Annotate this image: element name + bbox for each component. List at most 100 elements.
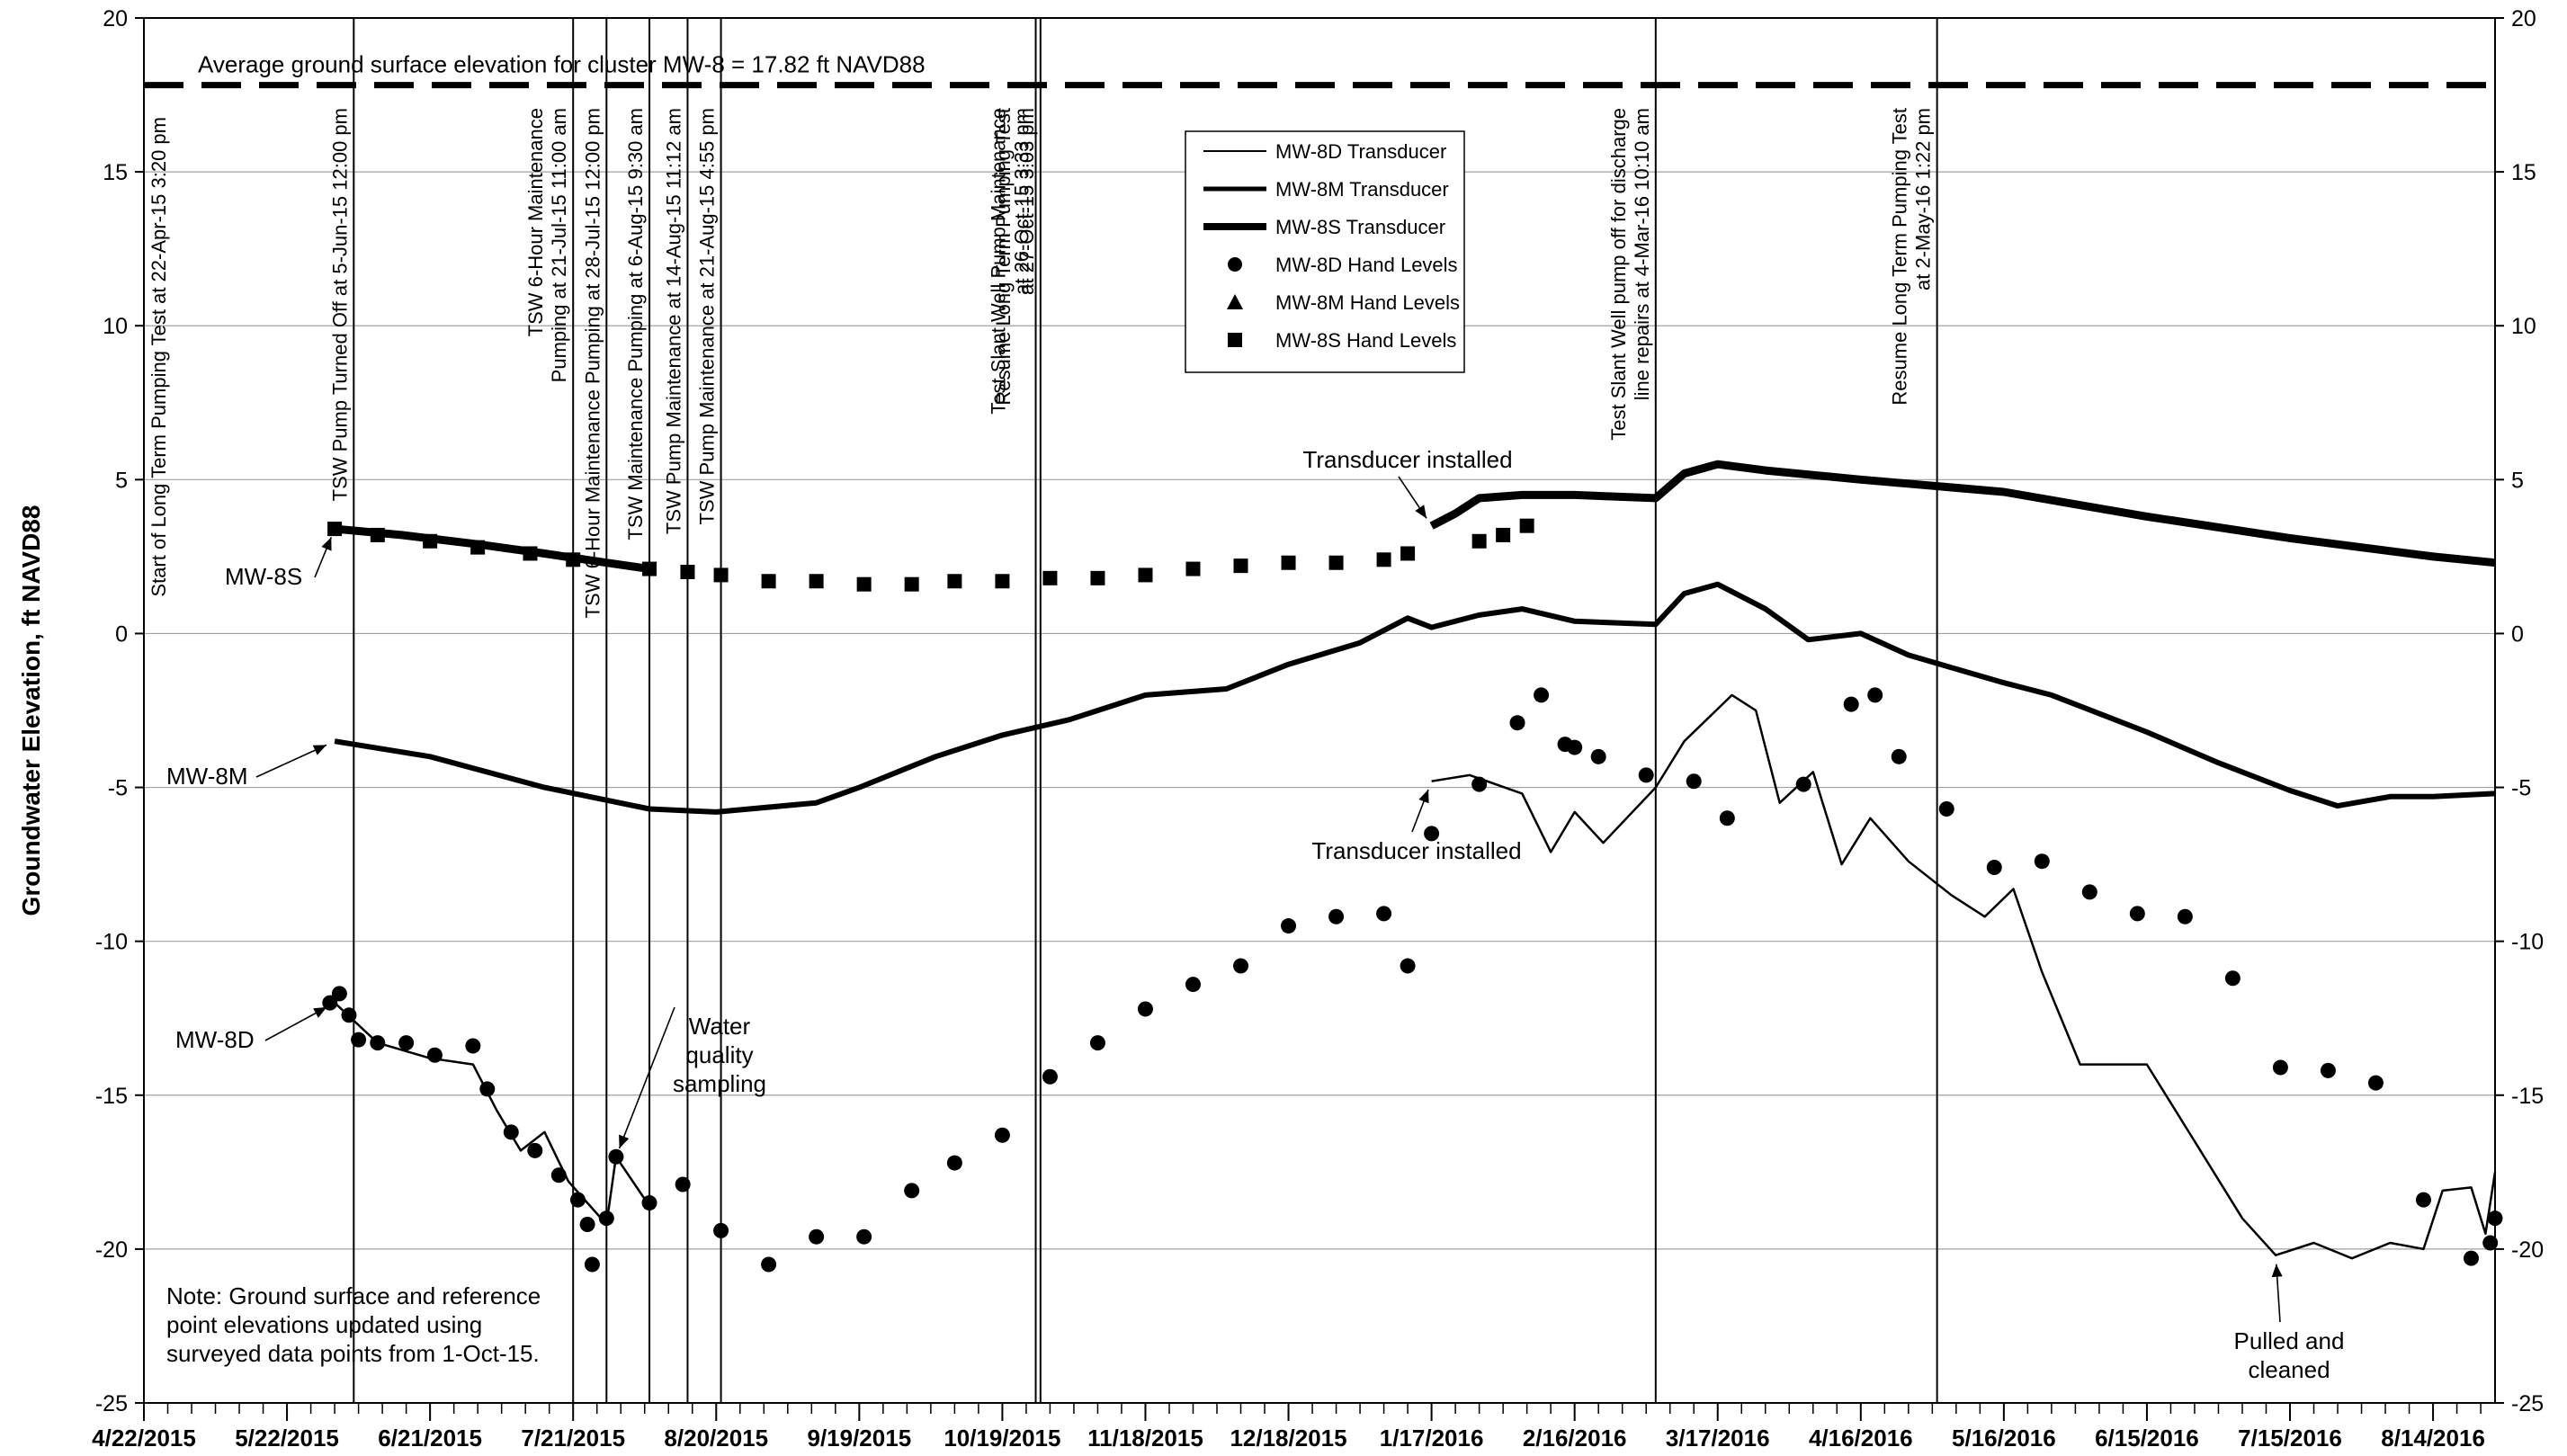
data-point-circle bbox=[2415, 1192, 2431, 1208]
legend-label: MW-8M Hand Levels bbox=[1275, 291, 1460, 314]
x-tick-label: 12/18/2015 bbox=[1230, 1425, 1346, 1452]
y-tick-label-left: -10 bbox=[95, 930, 128, 955]
y-axis-title: Groundwater Elevation, ft NAVD88 bbox=[17, 505, 45, 916]
data-point-square bbox=[1233, 558, 1248, 574]
data-point-circle bbox=[1471, 776, 1488, 792]
y-tick-label-left: -25 bbox=[95, 1391, 128, 1416]
event-label: TSW 6-Hour MaintenancePumping at 21-Jul-… bbox=[524, 108, 570, 382]
series-line bbox=[334, 581, 2496, 815]
data-point-circle bbox=[1891, 748, 1907, 764]
event-label: Test Slant Well pump off for dischargeli… bbox=[1607, 108, 1653, 441]
event-label-line: Start of Long Term Pumping Test at 22-Ap… bbox=[148, 117, 170, 597]
data-point-circle bbox=[1233, 958, 1249, 974]
data-point-circle bbox=[1590, 748, 1606, 764]
plot-frame bbox=[143, 17, 2496, 1404]
x-tick-label: 1/17/2016 bbox=[1380, 1425, 1484, 1452]
event-label-line: Test Slant Well pump off for discharge bbox=[1607, 108, 1630, 441]
x-tick-label: 6/21/2015 bbox=[378, 1425, 482, 1452]
data-point-circle bbox=[1185, 977, 1201, 993]
series-line bbox=[334, 524, 650, 574]
data-point-circle bbox=[994, 1127, 1010, 1143]
data-point-circle bbox=[1509, 715, 1525, 731]
data-point-circle bbox=[641, 1195, 657, 1211]
y-tick-label-left: 15 bbox=[103, 160, 128, 185]
event-label: TSW 6-Hour Maintenance Pumping at 28-Jul… bbox=[581, 108, 604, 618]
data-point-square bbox=[809, 574, 824, 589]
data-point-circle bbox=[2081, 884, 2097, 900]
data-point-circle bbox=[426, 1047, 443, 1063]
annotation-arrowhead bbox=[1418, 790, 1429, 804]
data-point-circle bbox=[1400, 958, 1416, 974]
data-point-square bbox=[1400, 546, 1416, 561]
data-point-square bbox=[995, 574, 1010, 589]
annotation-line: Water bbox=[689, 1013, 751, 1040]
annotation-line: Transducer installed bbox=[1311, 837, 1521, 864]
annotation-text: Transducer installed bbox=[1311, 837, 1521, 864]
data-point-circle bbox=[1328, 908, 1345, 925]
data-point-circle bbox=[1137, 1001, 1153, 1017]
data-point-circle bbox=[2177, 908, 2193, 925]
data-point-square bbox=[680, 565, 695, 579]
note-line: point elevations updated using bbox=[166, 1311, 482, 1338]
data-point-circle bbox=[1986, 860, 2002, 876]
ground-surface-label: Average ground surface elevation for clu… bbox=[198, 51, 926, 78]
annotation-text: MW-8D bbox=[175, 1026, 255, 1053]
note-line: Note: Ground surface and reference bbox=[166, 1282, 541, 1309]
annotation-arrow bbox=[255, 744, 327, 778]
y-tick-label-left: -20 bbox=[95, 1237, 128, 1263]
data-point-circle bbox=[341, 1007, 357, 1023]
x-tick-label: 4/16/2016 bbox=[1809, 1425, 1913, 1452]
data-point-circle bbox=[1638, 767, 1654, 783]
y-tick-label-right: 15 bbox=[2511, 160, 2536, 185]
annotation-arrowhead bbox=[313, 1006, 327, 1018]
event-label-line: Test Slant Well Pump Maintenance bbox=[988, 108, 1010, 415]
data-point-square bbox=[1376, 552, 1391, 567]
annotation-line: MW-8M bbox=[166, 763, 248, 790]
x-tick-label: 5/22/2015 bbox=[235, 1425, 339, 1452]
x-tick-label: 9/19/2015 bbox=[807, 1425, 911, 1452]
data-point-circle bbox=[946, 1155, 962, 1171]
x-tick-label: 6/15/2016 bbox=[2095, 1425, 2199, 1452]
x-tick-label: 8/14/2016 bbox=[2381, 1425, 2485, 1452]
data-point-circle bbox=[2272, 1059, 2288, 1076]
event-label: Test Slant Well Pump Maintenanceat 26-Oc… bbox=[988, 108, 1033, 415]
event-label-line: Resume Long Term Pumping Test bbox=[1889, 108, 1911, 406]
data-point-square bbox=[370, 527, 385, 542]
event-label: Resume Long Term Pumping Testat 2-May-16… bbox=[1889, 108, 1935, 406]
data-point-square bbox=[1328, 555, 1344, 570]
event-label-line: TSW Pump Maintenance at 14-Aug-15 11:12 … bbox=[662, 108, 684, 534]
annotation-line: Pulled and bbox=[2234, 1327, 2345, 1354]
data-point-circle bbox=[331, 986, 347, 1002]
data-point-square bbox=[713, 567, 729, 583]
data-point-circle bbox=[1795, 776, 1811, 792]
annotation-line: Transducer installed bbox=[1302, 446, 1512, 473]
event-label-line: TSW Pump Turned Off at 5-Jun-15 12:00 pm bbox=[328, 108, 351, 501]
annotation-text: Pulled and cleaned bbox=[2234, 1327, 2345, 1383]
data-point-square bbox=[642, 561, 657, 576]
data-point-square bbox=[1519, 518, 1534, 533]
legend-swatch bbox=[1228, 257, 1242, 272]
annotation-text: Water quality sampling bbox=[673, 1013, 766, 1097]
data-point-circle bbox=[675, 1176, 691, 1192]
data-point-circle bbox=[2320, 1062, 2336, 1078]
data-point-circle bbox=[1042, 1068, 1058, 1085]
annotation-arrow bbox=[618, 1006, 675, 1149]
event-label: TSW Pump Maintenance at 14-Aug-15 11:12 … bbox=[662, 108, 684, 534]
legend-label: MW-8D Transducer bbox=[1275, 140, 1446, 163]
data-point-square bbox=[470, 540, 486, 555]
data-point-circle bbox=[351, 1032, 367, 1048]
data-point-square bbox=[523, 546, 538, 561]
y-tick-label-left: 5 bbox=[115, 468, 128, 493]
data-point-circle bbox=[1534, 687, 1550, 703]
y-tick-label-left: -15 bbox=[95, 1084, 128, 1109]
event-label-line: TSW 6-Hour Maintenance Pumping at 28-Jul… bbox=[581, 108, 604, 618]
x-tick-label: 2/16/2016 bbox=[1523, 1425, 1627, 1452]
y-tick-label-right: -25 bbox=[2511, 1391, 2544, 1416]
event-label: TSW Pump Turned Off at 5-Jun-15 12:00 pm bbox=[328, 108, 351, 501]
x-tick-label: 3/17/2016 bbox=[1666, 1425, 1770, 1452]
data-point-circle bbox=[856, 1228, 872, 1245]
data-point-circle bbox=[1424, 826, 1440, 842]
data-point-circle bbox=[579, 1217, 595, 1233]
